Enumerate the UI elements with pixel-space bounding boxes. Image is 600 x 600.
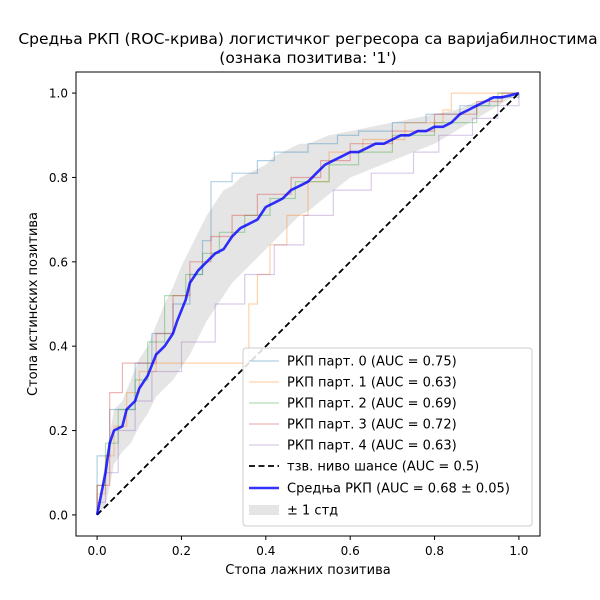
- y-axis-ticks: 0.0 0.2 0.4 0.6 0.8 1.0: [49, 87, 76, 522]
- y-axis-label: Стопа истинских позитива: [26, 212, 41, 396]
- chance-line-group: [96, 92, 520, 516]
- y-tick-label: 0.0: [49, 508, 68, 522]
- legend-fold-1-label: РКП парт. 1 (AUC = 0.63): [287, 376, 457, 391]
- legend-fold-4-label: РКП парт. 4 (AUC = 0.63): [287, 439, 457, 454]
- x-tick-label: 1.0: [509, 544, 528, 558]
- x-tick-label: 0.4: [256, 544, 275, 558]
- y-tick-label: 0.6: [49, 255, 68, 269]
- fold-2-curve: [96, 92, 519, 515]
- y-tick-label: 0.2: [49, 424, 68, 438]
- legend-box: [242, 347, 533, 527]
- x-tick-label: 0.2: [172, 544, 191, 558]
- legend: РКП парт. 0 (AUC = 0.75) РКП парт. 1 (AUC…: [242, 347, 533, 527]
- chance-line: [96, 92, 520, 516]
- fold-curves: [96, 92, 520, 515]
- fold-3-curve: [96, 92, 519, 515]
- x-tick-label: 0.0: [88, 544, 107, 558]
- legend-band-label: ± 1 стд: [287, 504, 338, 519]
- y-tick-label: 1.0: [49, 87, 68, 101]
- x-tick-label: 0.8: [425, 544, 444, 558]
- fold-4-curve: [96, 93, 520, 515]
- legend-fold-0-label: РКП парт. 0 (AUC = 0.75): [287, 355, 457, 370]
- mean-curve-group: [95, 91, 520, 516]
- legend-band-swatch: [249, 505, 279, 515]
- x-tick-label: 0.6: [341, 544, 360, 558]
- legend-mean-label: Средња РКП (AUC = 0.68 ± 0.05): [287, 482, 510, 497]
- mean-roc-curve: [95, 91, 520, 516]
- y-tick-label: 0.4: [49, 340, 68, 354]
- x-axis-ticks: 0.0 0.2 0.4 0.6 0.8 1.0: [88, 536, 528, 558]
- x-axis-label: Стопа лажних позитива: [225, 563, 390, 578]
- std-band-area: [97, 93, 519, 515]
- plot-frame: [75, 71, 541, 537]
- std-band: [97, 93, 519, 515]
- legend-fold-3-label: РКП парт. 3 (AUC = 0.72): [287, 418, 457, 433]
- chart-title-line2: (ознака позитива: '1'): [219, 49, 396, 67]
- y-tick-label: 0.8: [49, 171, 68, 185]
- chart-title-line1: Средња РКП (ROC-крива) логистичког регре…: [18, 30, 597, 48]
- legend-chance-label: тзв. ниво шансе (AUC = 0.5): [287, 460, 479, 475]
- fold-0-curve: [96, 93, 520, 515]
- legend-fold-2-label: РКП парт. 2 (AUC = 0.69): [287, 397, 457, 412]
